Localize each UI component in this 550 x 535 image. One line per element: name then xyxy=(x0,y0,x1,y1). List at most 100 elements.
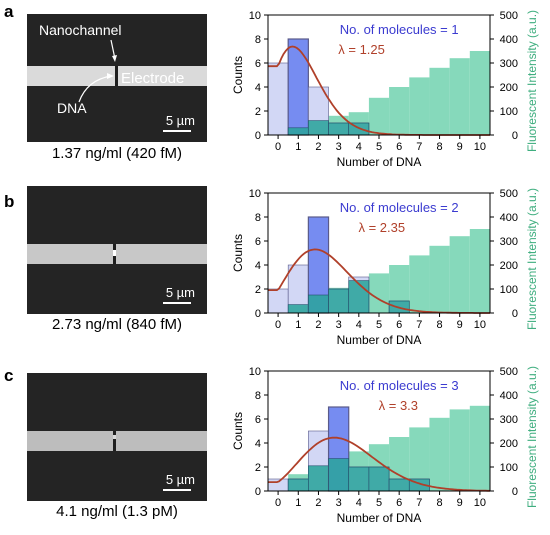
x-tick-label: 3 xyxy=(336,319,342,331)
x-tick-label: 0 xyxy=(275,319,281,331)
x-tick-label: 7 xyxy=(416,141,422,153)
x-tick-label: 5 xyxy=(376,141,382,153)
x-tick-label: 6 xyxy=(396,141,402,153)
y2-tick-label: 100 xyxy=(500,106,518,118)
x-tick-label: 9 xyxy=(457,141,463,153)
panel-label: c xyxy=(4,366,14,385)
y-tick-label: 6 xyxy=(255,58,261,70)
y-tick-label: 10 xyxy=(249,10,261,22)
histogram-chart-b: 0 1 2 3 4 5 6 7 8 9 1002468100100200300400500Numbe… xyxy=(231,188,539,347)
nanochannel-annotation: Nanochannel xyxy=(39,22,122,38)
overlap-bar xyxy=(308,465,329,492)
x-tick-label: 2 xyxy=(315,319,321,331)
lambda-annotation: λ = 3.3 xyxy=(379,398,418,413)
x-tick-label: 1 xyxy=(295,319,301,331)
y2-axis-label: Fluorescent Intensity (a.u.) xyxy=(525,10,539,152)
y2-tick-label: 500 xyxy=(500,188,518,200)
y2-tick-label: 500 xyxy=(500,366,518,378)
intensity-bar xyxy=(368,97,390,135)
intensity-bar xyxy=(469,51,490,135)
y-tick-label: 10 xyxy=(249,188,261,200)
x-axis-label: Number of DNA xyxy=(337,155,422,169)
overlap-bar xyxy=(328,122,350,136)
y2-tick-label: 400 xyxy=(500,212,518,224)
arrow-dna xyxy=(78,75,112,103)
scale-bar-label: 5 µm xyxy=(165,113,195,128)
panel-c: c 5 µm 4.1 ng/ml (1.3 pM) xyxy=(0,356,550,535)
scale-bar xyxy=(163,302,191,304)
y2-tick-label: 200 xyxy=(500,438,518,450)
y-tick-label: 8 xyxy=(255,212,261,224)
concentration-label: 1.37 ng/ml (420 fM) xyxy=(51,145,183,162)
y-tick-label: 8 xyxy=(255,34,261,46)
x-tick-label: 8 xyxy=(436,497,442,509)
x-tick-label: 0 xyxy=(275,141,281,153)
scale-bar-label: 5 µm xyxy=(165,472,195,487)
intensity-bar xyxy=(409,77,430,135)
y-tick-label: 2 xyxy=(255,106,261,118)
y-tick-label: 6 xyxy=(255,414,261,426)
y2-axis-label: Fluorescent Intensity (a.u.) xyxy=(525,366,539,508)
y-tick-label: 2 xyxy=(255,284,261,296)
dna-spot xyxy=(113,250,116,256)
scale-bar xyxy=(163,489,191,491)
overlap-bar xyxy=(348,280,370,314)
y2-tick-label: 500 xyxy=(500,10,518,22)
intensity-bar xyxy=(469,229,490,313)
count-bar xyxy=(267,288,289,314)
overlap-bar xyxy=(287,478,309,492)
y-axis-label: Counts xyxy=(231,56,245,94)
y-axis-label: Counts xyxy=(231,412,245,450)
electrode-annotation: Electrode xyxy=(121,70,185,87)
x-tick-label: 7 xyxy=(416,319,422,331)
x-tick-label: 7 xyxy=(416,497,422,509)
x-tick-label: 6 xyxy=(396,319,402,331)
x-tick-label: 4 xyxy=(356,497,362,509)
poisson-fit-curve xyxy=(268,436,490,492)
y-tick-label: 6 xyxy=(255,236,261,248)
dna-annotation: DNA xyxy=(57,100,87,116)
overlap-bar xyxy=(308,120,329,136)
y2-tick-label: 0 xyxy=(512,308,518,320)
histogram-chart-a: 0 1 2 3 4 5 6 7 8 9 1002468100100200300400500Numbe… xyxy=(231,10,539,169)
y-tick-label: 0 xyxy=(255,130,261,142)
dna-spot xyxy=(113,435,116,439)
x-axis-label: Number of DNA xyxy=(337,511,422,525)
intensity-bar xyxy=(449,409,470,491)
y-tick-label: 4 xyxy=(255,260,261,272)
y2-tick-label: 300 xyxy=(500,236,518,248)
nanochannel-strip xyxy=(27,244,207,264)
nanochannel-strip xyxy=(27,431,207,451)
y-tick-label: 0 xyxy=(255,486,261,498)
x-tick-label: 1 xyxy=(295,141,301,153)
y-tick-label: 4 xyxy=(255,82,261,94)
overlap-bar xyxy=(287,127,309,136)
y2-tick-label: 200 xyxy=(500,82,518,94)
electrode-gap xyxy=(115,66,118,86)
y-tick-label: 10 xyxy=(249,366,261,378)
y-tick-label: 0 xyxy=(255,308,261,320)
x-tick-label: 5 xyxy=(376,319,382,331)
overlap-bar xyxy=(368,466,390,492)
intensity-bar xyxy=(429,417,450,491)
annotation-arrows xyxy=(78,39,117,103)
intensity-bar xyxy=(429,67,450,135)
x-tick-label: 9 xyxy=(457,319,463,331)
y2-tick-label: 300 xyxy=(500,58,518,70)
arrow-dna-head xyxy=(107,73,114,79)
intensity-bar xyxy=(409,255,430,313)
x-tick-label: 2 xyxy=(315,497,321,509)
y2-tick-label: 100 xyxy=(500,284,518,296)
x-tick-label: 6 xyxy=(396,497,402,509)
intensity-bar xyxy=(368,273,390,313)
overlap-bar xyxy=(308,294,329,314)
intensity-bar xyxy=(389,87,410,135)
concentration-label: 4.1 ng/ml (1.3 pM) xyxy=(56,503,178,520)
intensity-bar xyxy=(429,245,450,313)
lambda-annotation: λ = 2.35 xyxy=(358,220,405,235)
x-tick-label: 8 xyxy=(436,319,442,331)
x-tick-label: 4 xyxy=(356,319,362,331)
x-tick-label: 1 xyxy=(295,497,301,509)
x-tick-label: 5 xyxy=(376,497,382,509)
y2-tick-label: 200 xyxy=(500,260,518,272)
